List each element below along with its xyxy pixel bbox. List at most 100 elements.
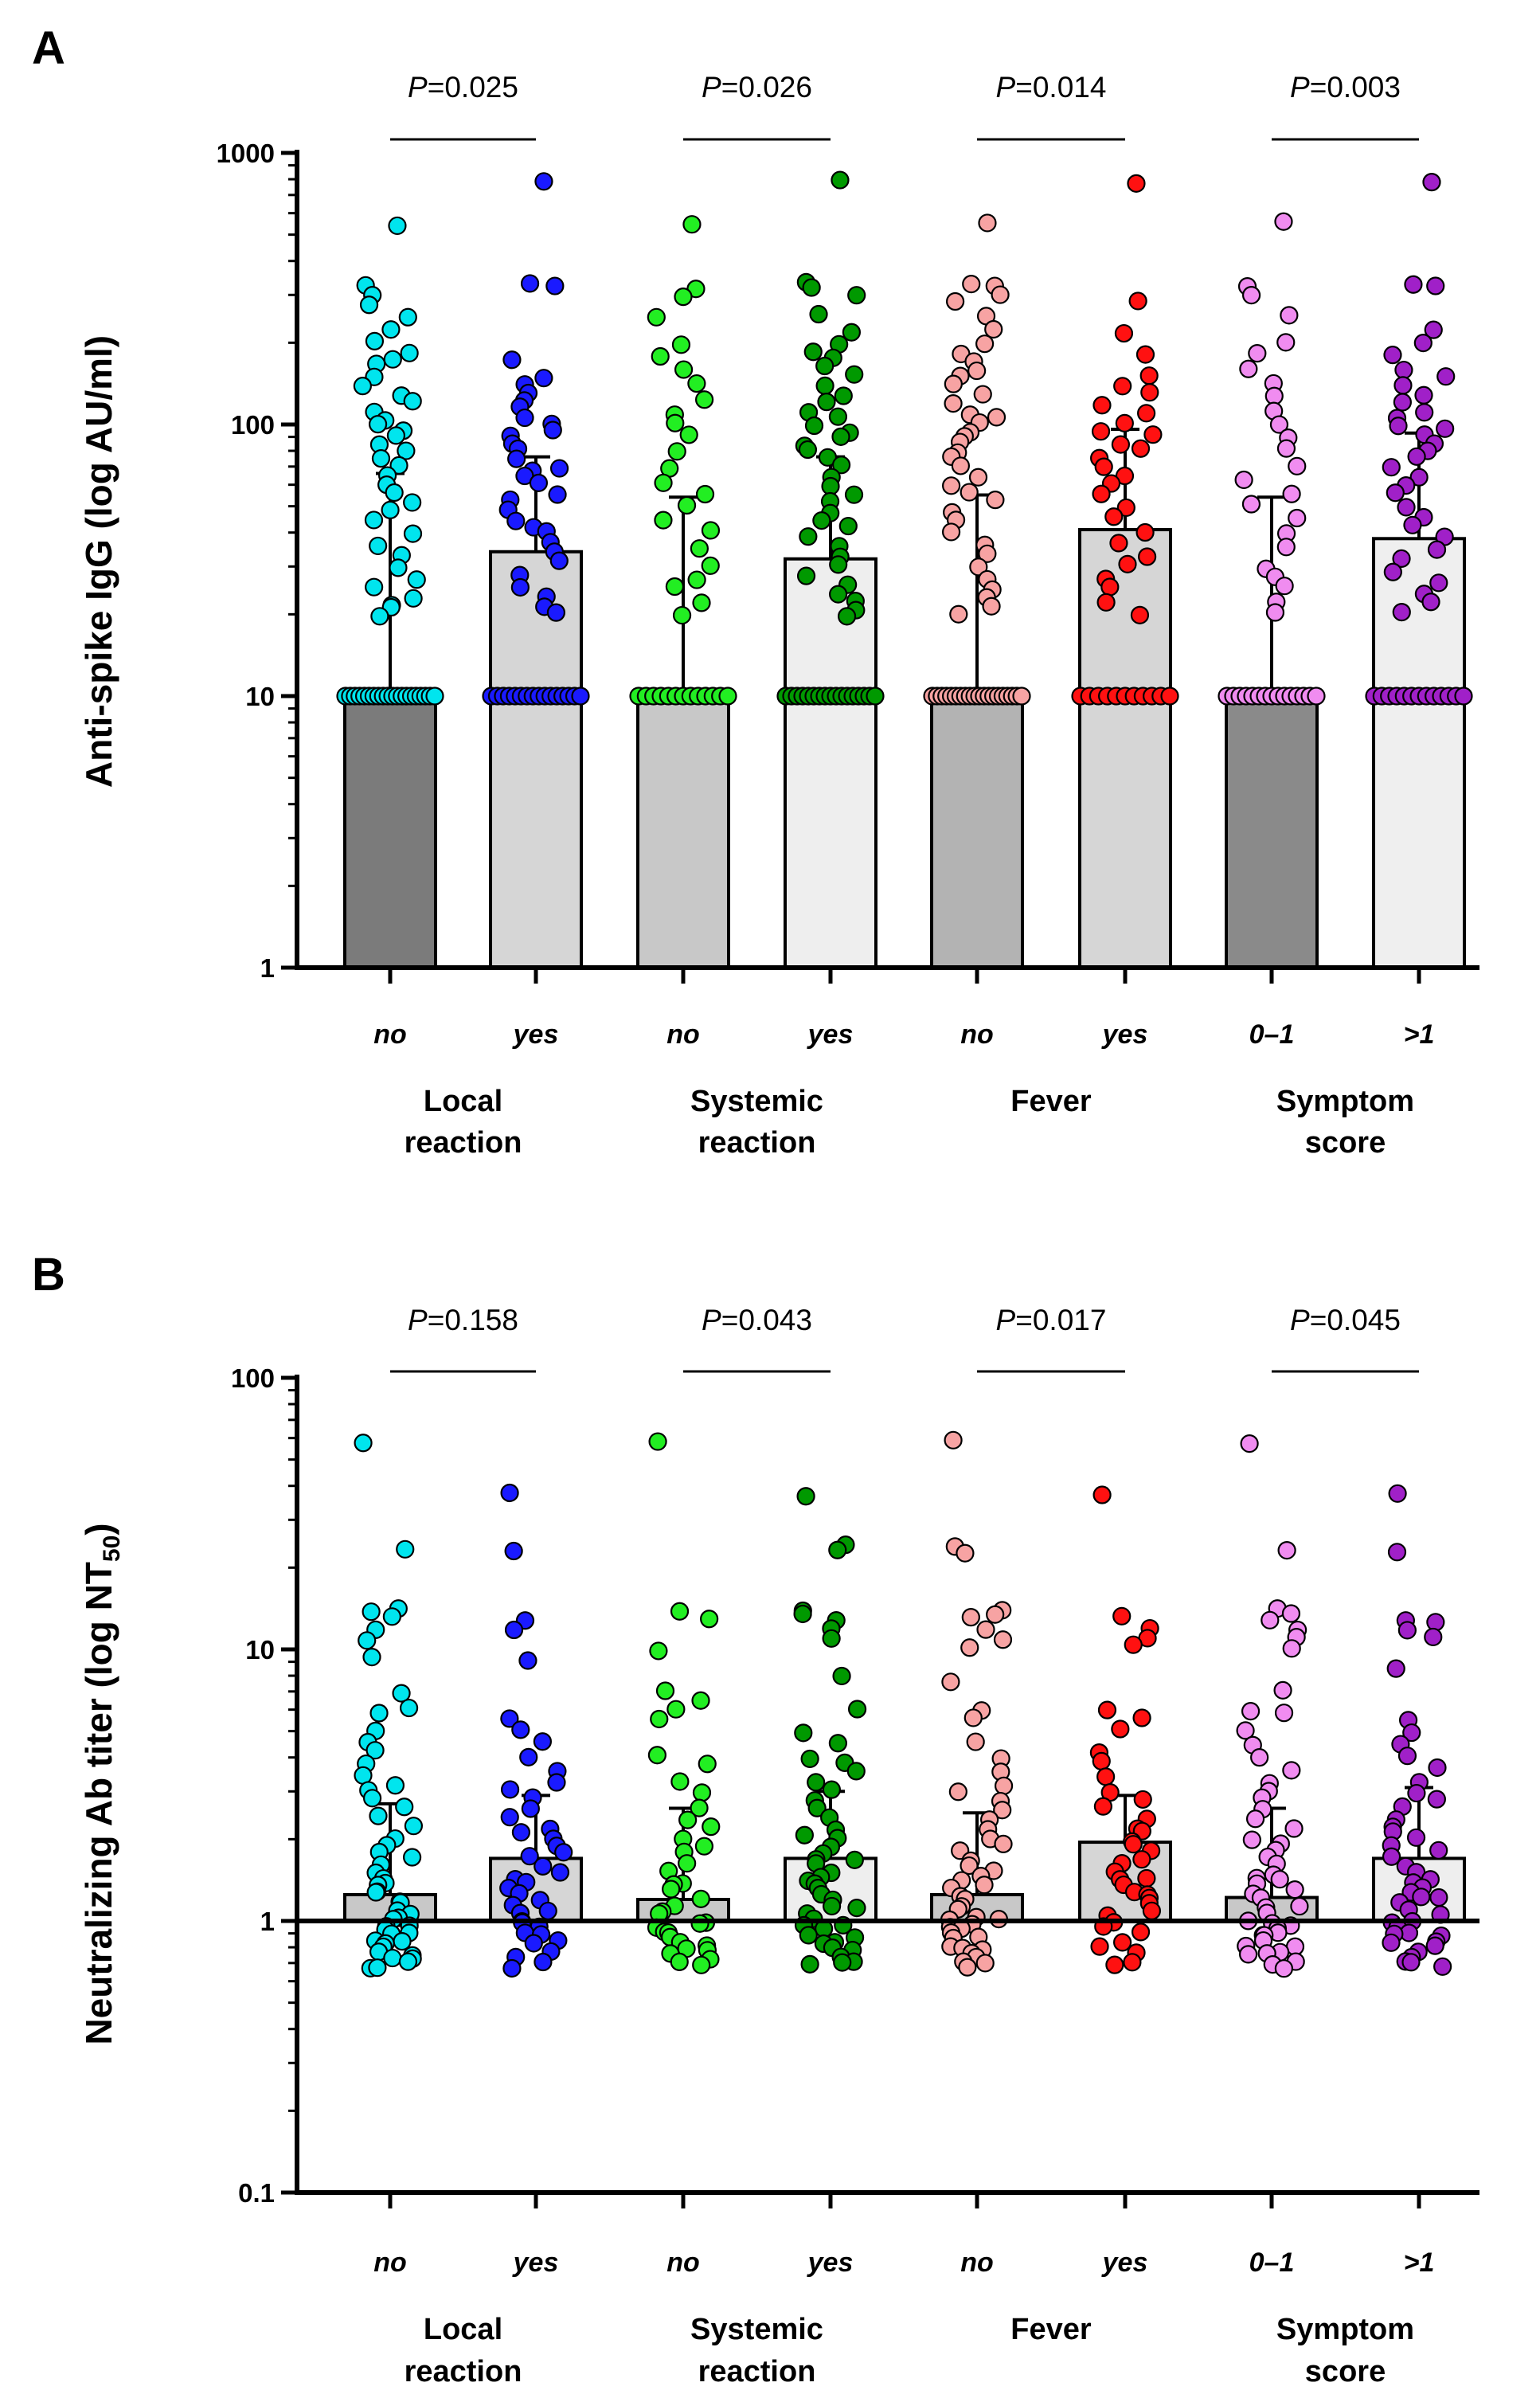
panel-a-point-2-1 — [534, 172, 553, 191]
panel-a-point-6-7 — [1140, 383, 1159, 402]
panel-b-point-7-21 — [1284, 1819, 1304, 1838]
panel-a-p-value-2: P=0.026 — [702, 71, 812, 104]
panel-b-point-8-22 — [1429, 1841, 1448, 1860]
panel-b-point-4-22 — [795, 1825, 814, 1845]
panel-b-bar-group-6 — [1078, 1485, 1172, 1974]
panel-b-point-5-6 — [961, 1608, 980, 1627]
panel-b-p-value-3: P=0.017 — [996, 1304, 1107, 1336]
panel-a-point-2-34 — [546, 603, 566, 622]
panel-a-point-6-4 — [1135, 345, 1155, 364]
panel-b-y-axis-label-subscript: 50 — [99, 1535, 125, 1562]
panel-a-point-5-59 — [1012, 687, 1031, 706]
panel-b-point-8-12 — [1428, 1758, 1447, 1778]
panel-b-point-2-4 — [504, 1620, 524, 1640]
panel-b-point-7-52 — [1274, 1959, 1293, 1978]
panel-a-point-1-39 — [370, 607, 389, 626]
panel-a-point-2-2 — [520, 274, 540, 293]
panel-a-point-7-3 — [1241, 285, 1261, 305]
panel-a-point-6-23 — [1109, 534, 1128, 553]
panel-a-p-value-number-2: =0.026 — [721, 71, 812, 104]
panel-a-point-1-14 — [403, 392, 422, 411]
panel-b-y-axis-label: Neutralizing Ab titer (log NT50) — [78, 1523, 125, 2044]
panel-a-point-3-23 — [665, 577, 684, 597]
panel-a-point-1-28 — [381, 500, 400, 519]
panel-a-point-1-12 — [353, 377, 372, 396]
panel-a-bar-group-3 — [629, 215, 737, 969]
panel-b-y-tick-label-2: 1 — [260, 1907, 275, 1936]
panel-b-point-2-30 — [538, 1901, 557, 1921]
panel-b-p-value-2: P=0.043 — [702, 1304, 812, 1336]
panel-b-y-tick-label-1: 0.1 — [238, 2178, 275, 2208]
panel-a-point-8-3 — [1426, 276, 1445, 295]
panel-b-point-3-12 — [692, 1783, 712, 1802]
panel-b-point-8-31 — [1429, 1888, 1448, 1907]
panel-a-point-3-18 — [654, 511, 673, 530]
panel-b-point-5-17 — [948, 1782, 967, 1802]
panel-b-point-3-6 — [691, 1691, 710, 1710]
panel-a-point-5-28 — [986, 491, 1005, 510]
panel-b-point-1-22 — [404, 1817, 424, 1836]
panel-b-point-2-14 — [521, 1799, 540, 1818]
panel-b-point-7-20 — [1245, 1809, 1265, 1829]
panel-b-point-7-10 — [1241, 1702, 1261, 1721]
panel-a-point-8-28 — [1427, 540, 1447, 559]
panel-b-point-5-3 — [956, 1543, 975, 1563]
panel-b-point-2-7 — [511, 1720, 530, 1739]
panel-b-point-1-19 — [362, 1789, 382, 1808]
panel-b-point-5-5 — [986, 1605, 1005, 1624]
panel-b-point-8-20 — [1406, 1828, 1426, 1847]
panel-a-point-3-5 — [671, 335, 691, 354]
panel-b-point-1-21 — [369, 1806, 388, 1825]
panel-b-point-8-4 — [1426, 1613, 1445, 1632]
panel-a-point-8-7 — [1394, 360, 1413, 380]
panel-b-point-4-27 — [845, 1850, 864, 1869]
panel-a-point-7-5 — [1276, 333, 1296, 352]
panel-a-point-8-19 — [1407, 447, 1426, 466]
panel-a-point-1-59 — [425, 687, 444, 706]
panel-b-y-axis-label-end: ) — [78, 1523, 119, 1535]
panel-a-point-5-2 — [962, 275, 981, 294]
panel-a-point-6-21 — [1104, 507, 1124, 526]
panel-a-bar-8 — [1372, 537, 1466, 969]
panel-a-point-1-4 — [359, 295, 379, 315]
panel-b-point-5-12 — [963, 1708, 983, 1727]
panel-b-point-7-49 — [1238, 1945, 1258, 1964]
panel-a-point-1-27 — [403, 493, 422, 512]
panel-a-point-6-16 — [1094, 457, 1113, 476]
panel-b-point-4-13 — [800, 1749, 819, 1769]
panel-a-point-7-16 — [1282, 484, 1301, 503]
panel-b-point-2-42 — [502, 1958, 522, 1978]
panel-a-p-value-symbol-3: P — [996, 71, 1016, 104]
panel-a-point-8-20 — [1382, 458, 1401, 477]
panel-a-point-5-34 — [969, 557, 988, 577]
panel-b-point-8-11 — [1397, 1747, 1417, 1766]
panel-b-point-8-2 — [1387, 1543, 1407, 1562]
panel-a-point-8-11 — [1393, 393, 1412, 412]
panel-b-point-5-1 — [944, 1430, 963, 1449]
panel-a-point-5-11 — [967, 361, 987, 381]
panel-a-point-2-50 — [571, 687, 590, 706]
panel-b-group-label-2-line2: reaction — [698, 2355, 816, 2388]
panel-b-point-8-43 — [1425, 1936, 1444, 1955]
panel-a-point-4-25 — [821, 476, 840, 496]
panel-a-category-label-5: no — [960, 1019, 994, 1050]
panel-b-point-7-9 — [1273, 1680, 1292, 1700]
panel-a-point-3-17 — [677, 495, 697, 515]
panel-b-point-4-8 — [822, 1629, 841, 1648]
panel-b-category-label-3: no — [666, 2247, 700, 2278]
panel-b-point-8-47 — [1401, 1953, 1421, 1972]
panel-b-category-label-6: yes — [1101, 2247, 1148, 2278]
panel-a-point-8-4 — [1424, 320, 1443, 339]
panel-a-point-7-7 — [1239, 359, 1258, 378]
panel-a-bar-4 — [784, 557, 877, 969]
panel-b-point-2-17 — [511, 1823, 531, 1842]
panel-a-y-tick-label-3: 100 — [231, 410, 275, 440]
panel-a-point-8-8 — [1436, 367, 1456, 386]
panel-a-point-6-1 — [1127, 174, 1146, 193]
panel-b-point-4-51 — [833, 1953, 852, 1972]
panel-a-point-4-4 — [847, 286, 866, 305]
panel-b-point-4-19 — [807, 1798, 827, 1817]
panel-a-point-1-7 — [365, 331, 385, 350]
panel-a-point-4-34 — [829, 555, 848, 574]
panel-b-point-6-13 — [1133, 1790, 1152, 1809]
